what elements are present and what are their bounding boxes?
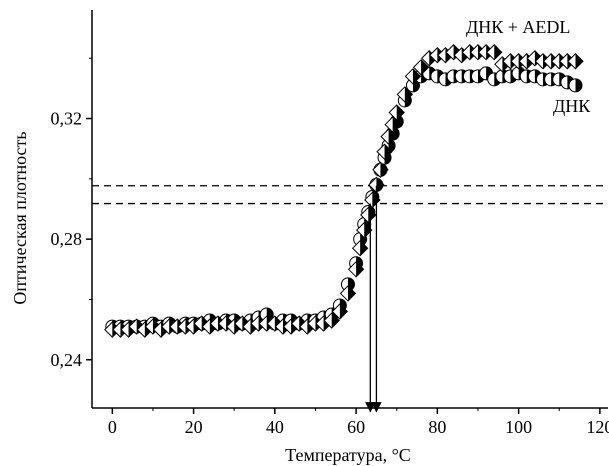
plot-frame [91,10,608,409]
x-tick-label: 100 [505,417,532,437]
series-layer [104,44,584,338]
x-tick-label: 80 [428,417,446,437]
series-dna-aedl [104,44,584,338]
series-label-dna-aedl: ДНК + AEDL [466,17,570,37]
data-point-diamond-fill [364,222,372,238]
y-tick-label: 0,24 [51,350,83,370]
data-point-circle-fill [575,78,582,92]
y-tick-label: 0,28 [51,229,83,249]
y-tick-label: 0,32 [51,109,83,129]
data-point-diamond-fill [392,117,401,133]
data-point-diamond-fill [421,59,429,75]
y-axis-ticks: 0,24 0,28 0,32 [51,57,92,370]
data-point-diamond-fill [388,129,397,145]
reference-lines [92,185,608,205]
data-point-diamond-fill [360,240,368,256]
y-axis-title: Оптическая плотность [10,131,30,304]
x-tick-label: 20 [185,417,203,437]
x-tick-label: 0 [108,417,117,437]
data-point-diamond-fill [376,177,384,193]
arrow-layer [365,185,382,413]
x-axis-title: Температура, °С [285,445,411,465]
data-point-diamond-fill [396,105,405,121]
x-axis-ticks: 0 20 40 60 80 100 120 [108,408,609,437]
data-point-diamond-fill [380,162,388,178]
data-point-diamond-fill [494,44,502,60]
data-point-diamond-fill [384,144,393,160]
x-tick-label: 120 [586,417,609,437]
x-tick-label: 40 [266,417,284,437]
data-point-diamond-fill [347,285,356,301]
data-point-diamond-fill [331,313,340,329]
data-point-diamond-fill [412,68,421,84]
series-label-dna: ДНК [553,96,591,116]
data-point-diamond-fill [404,86,413,102]
x-tick-label: 60 [347,417,365,437]
data-point-diamond-fill [356,261,364,277]
data-point-diamond-fill [575,53,583,69]
data-point-diamond-fill [339,304,348,320]
